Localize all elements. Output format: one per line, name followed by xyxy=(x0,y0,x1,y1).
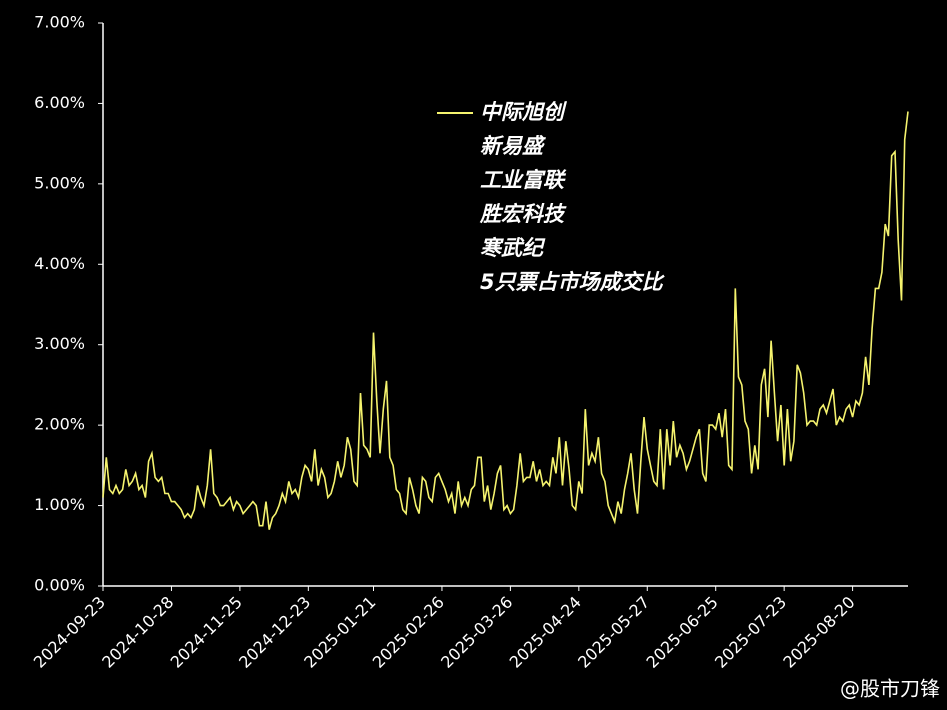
y-tick-label: 2.00% xyxy=(34,415,85,434)
x-tick-label: 2025-06-25 xyxy=(643,593,722,672)
legend-label: 新易盛 xyxy=(480,134,546,158)
y-tick-label: 3.00% xyxy=(34,334,85,353)
x-tick-label: 2025-03-26 xyxy=(437,593,516,672)
y-tick-label: 4.00% xyxy=(34,254,85,273)
y-tick-label: 7.00% xyxy=(34,13,85,32)
y-tick-label: 1.00% xyxy=(34,495,85,514)
x-tick-label: 2025-07-23 xyxy=(711,593,790,672)
x-tick-label: 2025-04-24 xyxy=(506,593,585,672)
data-line xyxy=(102,111,909,530)
x-tick-label: 2025-05-27 xyxy=(574,593,653,672)
legend-label: 寒武纪 xyxy=(480,236,546,260)
legend-label: 中际旭创 xyxy=(480,100,567,124)
y-tick-label: 6.00% xyxy=(34,93,85,112)
legend-label: 工业富联 xyxy=(480,168,567,192)
y-tick-label: 0.00% xyxy=(34,576,85,595)
legend-label: 胜宏科技 xyxy=(479,202,567,226)
x-tick-label: 2024-10-28 xyxy=(98,593,177,672)
watermark: @股市刀锋 xyxy=(840,677,940,701)
x-tick-label: 2025-02-26 xyxy=(369,593,448,672)
x-tick-label: 2025-08-20 xyxy=(779,593,858,672)
x-tick-label: 2024-11-25 xyxy=(167,593,246,672)
y-tick-label: 5.00% xyxy=(34,173,85,192)
legend-label: 5只票占市场成交比 xyxy=(480,270,666,294)
x-tick-label: 2024-09-23 xyxy=(30,593,109,672)
